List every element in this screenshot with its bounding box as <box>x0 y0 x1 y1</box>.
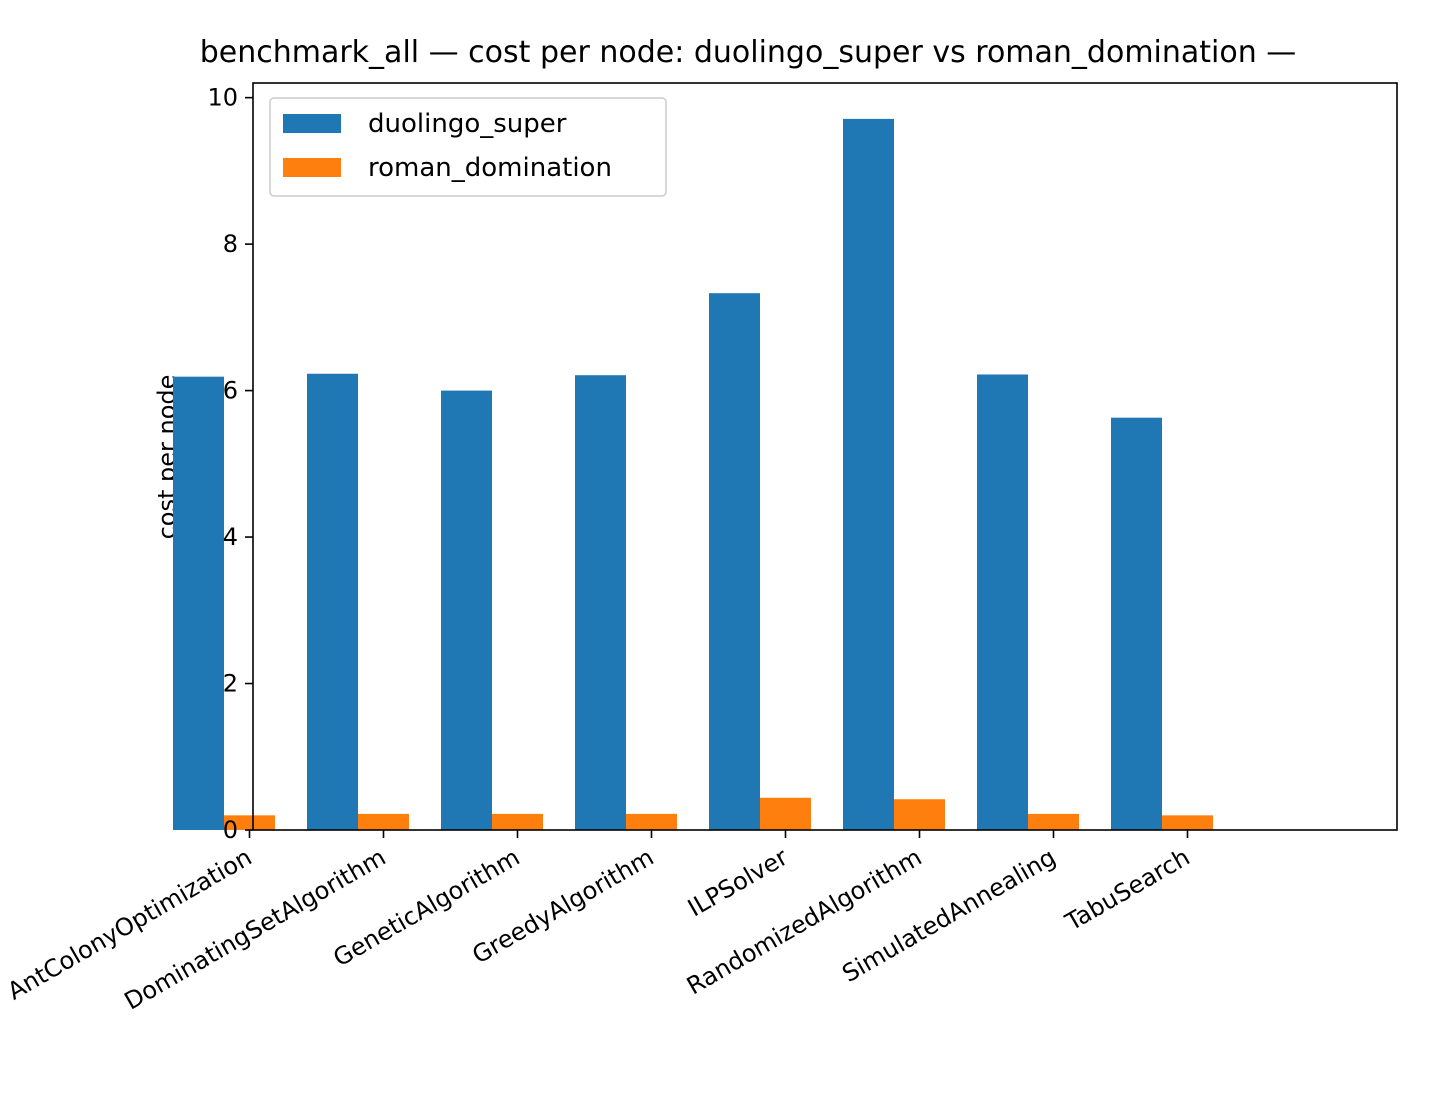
bar-roman_domination-TabuSearch <box>1162 815 1213 830</box>
bar-roman_domination-DominatingSetAlgorithm <box>358 813 409 830</box>
bar-roman_domination-SimulatedAnnealing <box>1028 813 1079 830</box>
bar-duolingo_super-SimulatedAnnealing <box>977 374 1028 830</box>
bar-duolingo_super-AntColonyOptimization <box>173 376 224 830</box>
plot-frame <box>252 82 1398 831</box>
y-tick-label: 10 <box>207 84 238 112</box>
y-tick-label: 0 <box>223 816 238 844</box>
bar-duolingo_super-GreedyAlgorithm <box>575 375 626 830</box>
legend: duolingo_super roman_domination <box>269 97 667 197</box>
bar-duolingo_super-ILPSolver <box>709 293 760 830</box>
y-tick-label: 8 <box>223 230 238 258</box>
bar-roman_domination-ILPSolver <box>760 797 811 830</box>
legend-swatch-duolingo_super <box>283 114 341 133</box>
bar-duolingo_super-RandomizedAlgorithm <box>843 118 894 830</box>
bar-duolingo_super-DominatingSetAlgorithm <box>307 373 358 830</box>
y-axis: 0 2 4 6 8 10 <box>207 84 253 844</box>
bar-roman_domination-RandomizedAlgorithm <box>894 799 945 830</box>
bar-roman_domination-GreedyAlgorithm <box>626 813 677 830</box>
y-tick-label: 2 <box>223 670 238 698</box>
legend-swatch-roman_domination <box>283 158 341 177</box>
bars-layer <box>173 118 1213 830</box>
bar-roman_domination-AntColonyOptimization <box>224 815 275 830</box>
legend-box <box>269 97 667 197</box>
bar-duolingo_super-GeneticAlgorithm <box>441 390 492 830</box>
legend-label-roman_domination: roman_domination <box>368 153 612 183</box>
y-tick-label: 6 <box>223 377 238 405</box>
y-tick-label: 4 <box>223 523 238 551</box>
bar-roman_domination-GeneticAlgorithm <box>492 813 543 830</box>
legend-label-duolingo_super: duolingo_super <box>368 109 567 139</box>
bar-duolingo_super-TabuSearch <box>1111 417 1162 830</box>
chart-title: benchmark_all — cost per node: duolingo_… <box>200 35 1297 70</box>
